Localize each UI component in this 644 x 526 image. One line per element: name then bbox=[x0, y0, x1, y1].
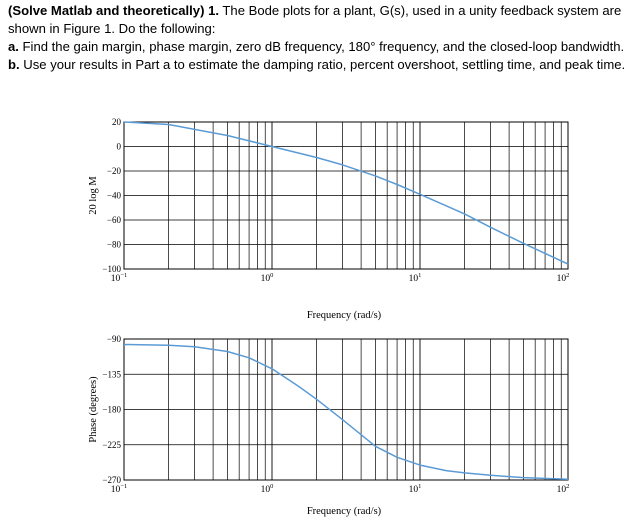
y-tick-label: −180 bbox=[102, 405, 121, 415]
x-tick-label: 101 bbox=[409, 483, 422, 495]
x-tick-label: 100 bbox=[261, 272, 274, 284]
part-a: a. Find the gain margin, phase margin, z… bbox=[8, 38, 638, 56]
x-tick-exponent: 1 bbox=[418, 272, 421, 279]
plot-frame bbox=[123, 121, 569, 270]
y-tick-label: −80 bbox=[107, 240, 122, 250]
x-tick-label: 101 bbox=[409, 272, 422, 284]
x-tick-exponent: 0 bbox=[270, 483, 273, 490]
x-tick-base: 10 bbox=[557, 274, 567, 284]
x-tick-exponent: 0 bbox=[270, 272, 273, 279]
y-tick-label: −40 bbox=[107, 191, 122, 201]
part-b-text: Use your results in Part a to estimate t… bbox=[19, 57, 626, 72]
y-tick-label: −20 bbox=[107, 166, 122, 176]
y-axis-label: Phase (degrees) bbox=[88, 376, 99, 443]
x-tick-base: 10 bbox=[261, 274, 271, 284]
x-axis-label: Frequency (rad/s) bbox=[307, 506, 382, 517]
y-tick-label: −135 bbox=[102, 369, 121, 379]
part-b-label: b. bbox=[8, 57, 20, 72]
x-tick-base: 10 bbox=[111, 274, 121, 284]
x-tick-label: 10−1 bbox=[111, 272, 127, 284]
y-axis-label: 20 log M bbox=[88, 176, 99, 215]
problem-statement: (Solve Matlab and theoretically) 1. The … bbox=[8, 2, 638, 74]
x-tick-exponent: 2 bbox=[566, 483, 569, 490]
problem-header: (Solve Matlab and theoretically) 1. The … bbox=[8, 2, 638, 38]
x-tick-label: 100 bbox=[261, 483, 274, 495]
x-axis-label: Frequency (rad/s) bbox=[307, 310, 382, 321]
problem-number: 1. bbox=[208, 3, 220, 18]
y-tick-label: 0 bbox=[117, 142, 122, 152]
y-tick-label: −100 bbox=[102, 264, 121, 274]
part-b: b. Use your results in Part a to estimat… bbox=[8, 56, 638, 74]
x-tick-base: 10 bbox=[111, 485, 121, 495]
x-tick-exponent: −1 bbox=[120, 483, 127, 490]
part-a-label: a. bbox=[8, 39, 19, 54]
problem-header-bold: (Solve Matlab and theoretically) bbox=[8, 3, 205, 18]
phase-curve bbox=[123, 343, 569, 480]
y-tick-label: −225 bbox=[102, 440, 121, 450]
x-tick-base: 10 bbox=[409, 485, 419, 495]
x-tick-label: 10−1 bbox=[111, 483, 127, 495]
part-a-text: Find the gain margin, phase margin, zero… bbox=[18, 39, 625, 54]
magnitude-curve bbox=[123, 121, 569, 265]
y-tick-label: −270 bbox=[102, 475, 121, 485]
x-tick-exponent: 2 bbox=[566, 272, 569, 279]
y-tick-label: 20 bbox=[112, 117, 122, 127]
x-tick-label: 102 bbox=[557, 272, 570, 284]
plot-frame bbox=[123, 338, 569, 481]
x-tick-label: 102 bbox=[557, 483, 570, 495]
x-tick-exponent: 1 bbox=[418, 483, 421, 490]
x-tick-base: 10 bbox=[409, 274, 419, 284]
x-tick-base: 10 bbox=[557, 485, 567, 495]
y-tick-label: −90 bbox=[107, 334, 122, 344]
x-tick-base: 10 bbox=[261, 485, 271, 495]
y-tick-label: −60 bbox=[107, 215, 122, 225]
x-tick-exponent: −1 bbox=[120, 272, 127, 279]
problem-header-text: The Bode plots for a plant, G(s), used i… bbox=[8, 3, 622, 36]
